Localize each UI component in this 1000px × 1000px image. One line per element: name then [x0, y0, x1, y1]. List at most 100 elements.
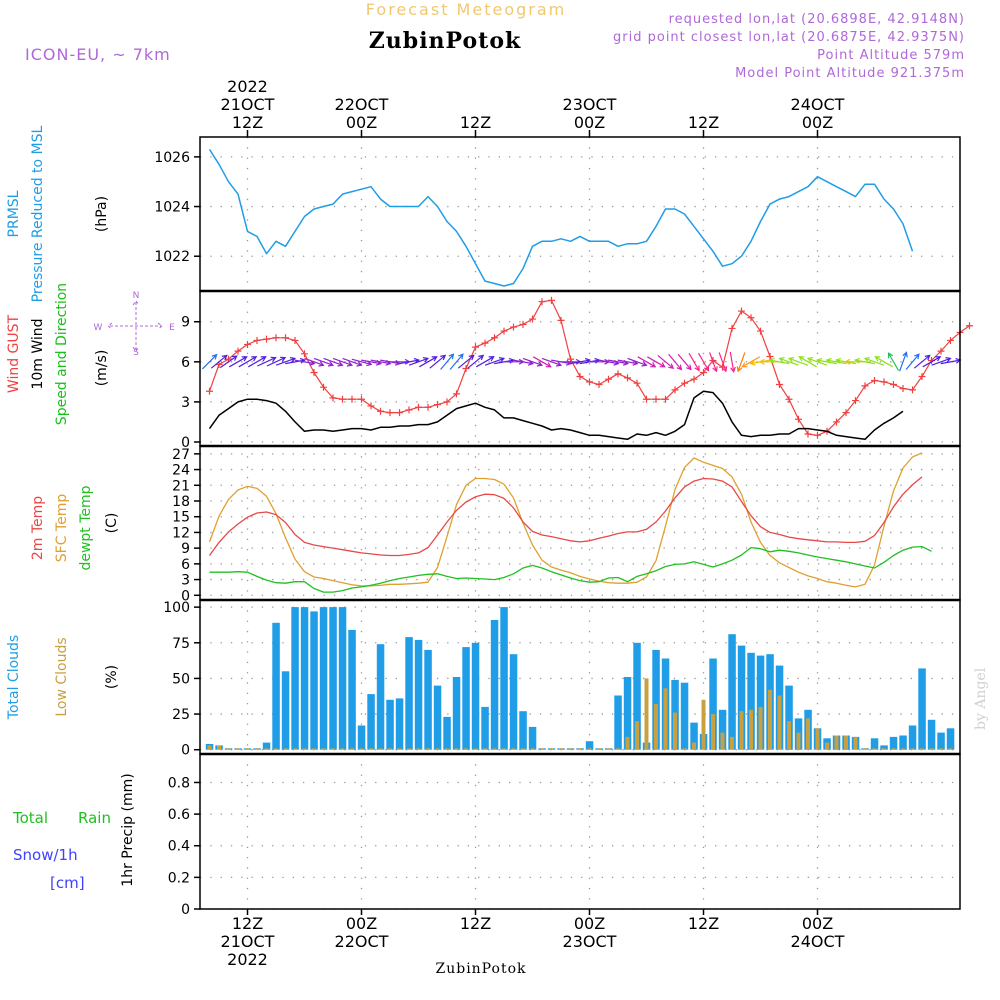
total-clouds-bar [376, 644, 385, 750]
total-clouds-bar [338, 607, 347, 750]
wind-direction-arrow [815, 357, 837, 365]
gust-marker [358, 395, 365, 403]
gust-marker [652, 395, 660, 403]
point-altitude: Point Altitude 579m [817, 48, 965, 63]
gust-marker [301, 350, 308, 358]
total-clouds-bar [528, 726, 537, 750]
wind-direction-arrow [257, 356, 277, 367]
clouds-unit: (%) [104, 665, 120, 689]
y-tick-label: 100 [163, 600, 190, 616]
y-tick-label: 0 [181, 743, 190, 759]
gust-marker [519, 320, 527, 328]
wind-direction-arrow [313, 357, 335, 367]
legend-snow-unit: [cm] [50, 874, 85, 892]
low-clouds-bar [939, 748, 943, 750]
model-altitude: Model Point Altitude 921.375m [735, 66, 965, 81]
low-clouds-bar [891, 748, 896, 750]
wind-direction-arrow [657, 354, 675, 369]
low-clouds-bar [825, 742, 829, 750]
legend-rain: Rain [78, 809, 111, 827]
wind-direction-arrow [697, 352, 710, 372]
gust-marker [852, 397, 859, 405]
time-label-top: 00Z [802, 113, 833, 132]
low-clouds-bar [283, 748, 288, 750]
low-clouds-bar [720, 732, 725, 750]
wind-speed-line [208, 390, 904, 441]
y-tick-label: 27 [172, 447, 190, 463]
axis-label: Speed and Direction [54, 283, 70, 425]
low-clouds-bar [245, 748, 250, 750]
gust-marker [757, 327, 764, 335]
low-clouds-bar [578, 748, 582, 750]
wind-direction-arrow [332, 357, 354, 367]
gust-marker [614, 370, 622, 378]
wind-direction-arrow [449, 353, 464, 370]
total-clouds-bar [281, 671, 290, 750]
total-clouds-bar [386, 699, 394, 750]
gust-marker [624, 374, 631, 382]
gust-marker [947, 336, 954, 344]
compass-rose-icon [107, 300, 163, 352]
wind-direction-arrow [408, 357, 430, 366]
panel-frame-precip [199, 753, 961, 910]
wind-direction-arrow [787, 357, 809, 366]
total-clouds-bar [300, 607, 309, 750]
total-clouds-bar [585, 741, 594, 750]
gust-marker [348, 395, 356, 403]
y-tick-label: 25 [172, 707, 190, 723]
total-clouds-bar [680, 682, 689, 750]
time-label-bottom: 21OCT [221, 932, 275, 951]
location-title: ZubinPotok [369, 28, 522, 54]
gust-marker [472, 343, 479, 351]
gust-marker [310, 369, 318, 377]
low-clouds-bar [929, 748, 934, 750]
low-clouds-bar [768, 689, 772, 750]
low-clouds-bar [597, 748, 601, 750]
time-label-bottom: 12Z [688, 914, 719, 933]
total-clouds-bar [367, 694, 375, 750]
dewpoint-line [209, 545, 932, 593]
low-clouds-bar [606, 748, 611, 750]
wind-direction-arrow [798, 356, 817, 368]
low-clouds-bar [777, 695, 782, 750]
requested-coords: requested lon,lat (20.6898E, 42.9148N) [669, 12, 965, 27]
time-label-bottom: 23OCT [563, 932, 617, 951]
wind-direction-arrow [905, 353, 920, 370]
wind-direction-arrow [440, 353, 455, 370]
compass-south: S [133, 348, 139, 358]
low-clouds-bar [530, 748, 535, 750]
gust-marker [443, 398, 451, 406]
time-label-top: 12Z [232, 113, 263, 132]
legend-total: Total [12, 809, 48, 827]
total-clouds-bar [519, 711, 527, 750]
y-tick-label: 0.8 [168, 775, 190, 791]
low-clouds-bar [910, 748, 915, 750]
low-clouds-bar [559, 748, 563, 750]
gust-marker [728, 324, 736, 332]
low-clouds-bar [872, 748, 877, 750]
low-clouds-bar [340, 748, 345, 750]
low-clouds-bar [616, 748, 620, 750]
wind-direction-arrow [931, 357, 952, 366]
low-clouds-bar [359, 748, 364, 750]
time-label-bottom: 24OCT [791, 932, 845, 951]
low-clouds-bar [682, 748, 687, 750]
y-tick-label: 0.6 [168, 807, 190, 823]
gust-marker [833, 418, 840, 426]
time-label-top: 23OCT [563, 95, 617, 114]
axis-label: dewpt Temp [78, 485, 94, 570]
gust-marker [605, 375, 612, 383]
wind-direction-arrow [718, 352, 728, 373]
gust-marker [681, 379, 688, 387]
total-clouds-bar [262, 742, 271, 750]
compass-east: E [169, 323, 175, 333]
time-label-top: 2022 [227, 77, 268, 96]
wind-direction-arrow [627, 357, 648, 367]
wind-direction-arrow [342, 357, 363, 367]
gust-marker [434, 401, 441, 409]
total-clouds-bar [291, 607, 299, 750]
grid-point-coords: grid point closest lon,lat (20.6875E, 42… [613, 30, 965, 45]
low-clouds-bar [663, 688, 668, 750]
total-clouds-bar [395, 698, 404, 750]
wind-direction-arrow [285, 357, 307, 365]
